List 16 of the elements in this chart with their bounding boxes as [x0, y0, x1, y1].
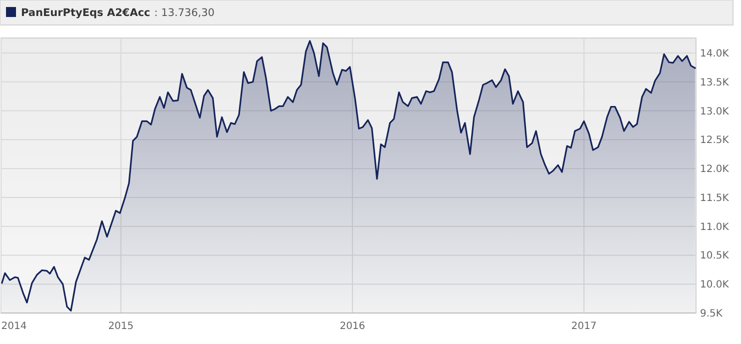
y-tick-label: 11.0K	[700, 222, 730, 233]
y-tick-label: 12.5K	[700, 135, 730, 146]
y-tick-label: 12.0K	[700, 164, 730, 176]
x-tick-label: 2014	[1, 321, 27, 332]
y-tick-label: 14.0K	[700, 48, 730, 60]
x-tick-label: 2016	[340, 321, 366, 332]
y-tick-label: 11.5K	[700, 192, 730, 204]
x-tick-label: 2015	[108, 321, 134, 332]
x-tick-label: 2017	[571, 321, 597, 332]
y-tick-label: 10.0K	[700, 280, 730, 291]
y-tick-label: 10.5K	[700, 250, 730, 262]
legend-label: PanEurPtyEqs A2€Acc	[21, 7, 150, 19]
y-tick-label: 13.5K	[700, 77, 730, 88]
text: : 13.736,30	[154, 7, 215, 19]
y-tick-label: 9.5K	[700, 308, 723, 320]
y-tick-label: 13.0K	[700, 106, 730, 118]
